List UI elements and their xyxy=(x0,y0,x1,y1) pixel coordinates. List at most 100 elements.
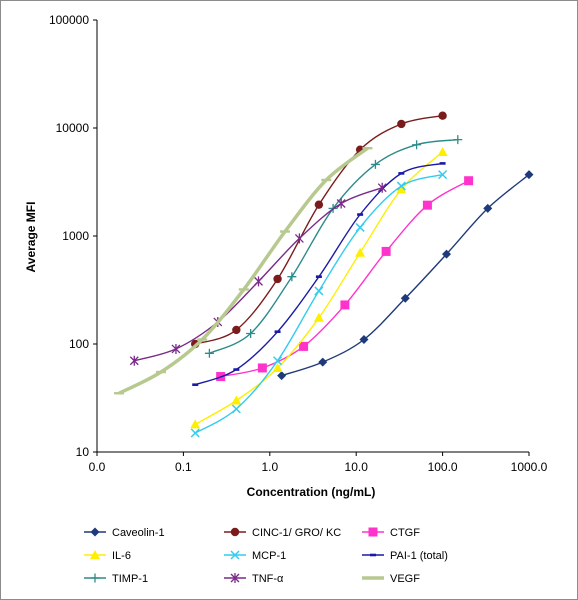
legend: Caveolin-1 CINC-1/ GRO/ KC CTGF IL-6 MCP-1 PA… xyxy=(84,527,448,585)
data-point-timp-1 xyxy=(412,140,422,150)
data-point-pai-1-total xyxy=(315,275,322,278)
data-point-ctgf xyxy=(299,341,309,351)
legend-label: Caveolin-1 xyxy=(112,527,165,539)
data-point-mcp-1 xyxy=(190,428,200,438)
x-tick-labels: 0.0 0.1 1.0 10.0 100.0 1000.0 xyxy=(89,460,548,474)
data-point-timp-1 xyxy=(246,329,256,339)
series-layer xyxy=(114,111,534,438)
data-point-caveolin-1 xyxy=(400,293,410,303)
data-point-tnf xyxy=(254,276,263,287)
legend-label: TIMP-1 xyxy=(112,573,148,585)
data-point-ctgf xyxy=(340,300,350,310)
legend-label: CINC-1/ GRO/ KC xyxy=(252,527,341,539)
data-point-il-6 xyxy=(355,247,366,257)
data-point-tnf xyxy=(171,343,181,354)
data-point-timp-1 xyxy=(370,159,380,169)
x-tick-label: 10.0 xyxy=(345,460,369,474)
data-point-vegf xyxy=(280,230,291,233)
data-point-il-6 xyxy=(190,419,201,429)
legend-item-caveolin-1: Caveolin-1 xyxy=(84,527,165,539)
series-cinc-1-gro-kc xyxy=(191,111,447,349)
x-tick-label: 1.0 xyxy=(261,460,278,474)
x-tick-label: 100.0 xyxy=(428,460,458,474)
axes xyxy=(93,19,530,456)
data-point-mcp-1 xyxy=(396,181,406,191)
data-point-ctgf xyxy=(422,200,432,210)
y-axis-title: Average MFI xyxy=(24,202,38,273)
y-tick-label: 100000 xyxy=(49,13,89,27)
data-point-mcp-1 xyxy=(273,356,283,366)
data-point-il-6 xyxy=(396,184,407,194)
data-point-il-6 xyxy=(272,362,283,372)
series-caveolin-1 xyxy=(277,170,534,381)
legend-marker xyxy=(90,573,100,583)
series-line-pai-1-total xyxy=(194,162,443,386)
data-point-il-6 xyxy=(231,395,242,405)
data-point-vegf xyxy=(362,147,373,150)
legend-item-mcp-1: MCP-1 xyxy=(224,550,286,562)
legend-label: VEGF xyxy=(390,573,420,585)
legend-label: TNF-α xyxy=(252,573,284,585)
data-point-pai-1-total xyxy=(233,368,240,371)
legend-item-ctgf: CTGF xyxy=(362,527,420,539)
y-tick-label: 1000 xyxy=(62,229,89,243)
data-point-caveolin-1 xyxy=(442,249,452,259)
legend-item-cinc-1-gro-kc: CINC-1/ GRO/ KC xyxy=(224,527,341,539)
data-point-tnf xyxy=(294,233,304,244)
series-line-tnf xyxy=(134,187,383,362)
data-point-cinc-1-gro-kc xyxy=(438,111,447,120)
data-point-timp-1 xyxy=(453,135,463,145)
data-point-ctgf xyxy=(257,363,267,373)
x-tick-label: 1000.0 xyxy=(511,460,548,474)
data-point-pai-1-total xyxy=(274,330,281,333)
legend-item-vegf: VEGF xyxy=(362,573,420,585)
data-point-pai-1-total xyxy=(357,213,364,216)
legend-label: IL-6 xyxy=(112,550,131,562)
legend-marker xyxy=(230,573,240,583)
data-point-il-6 xyxy=(313,312,324,322)
data-point-vegf xyxy=(155,370,166,374)
y-tick-labels: 10 100 1000 10000 100000 xyxy=(49,13,89,459)
legend-label: CTGF xyxy=(390,527,420,539)
data-point-pai-1-total xyxy=(398,172,405,175)
y-tick-label: 10000 xyxy=(56,121,90,135)
series-il-6 xyxy=(190,146,448,429)
legend-marker xyxy=(90,550,100,559)
data-point-caveolin-1 xyxy=(359,335,369,345)
data-point-mcp-1 xyxy=(355,222,365,232)
data-point-caveolin-1 xyxy=(524,170,534,180)
data-point-timp-1 xyxy=(204,348,214,358)
legend-label: MCP-1 xyxy=(252,550,286,562)
legend-marker xyxy=(230,527,240,537)
x-axis-title: Concentration (ng/mL) xyxy=(247,485,376,499)
legend-item-il-6: IL-6 xyxy=(84,550,131,562)
data-point-vegf xyxy=(238,288,249,291)
data-point-pai-1-total xyxy=(439,162,446,165)
data-point-tnf xyxy=(336,198,346,209)
data-point-caveolin-1 xyxy=(483,203,493,213)
legend-marker xyxy=(230,550,240,560)
y-tick-label: 10 xyxy=(76,445,90,459)
legend-marker xyxy=(370,553,376,557)
legend-label: PAI-1 (total) xyxy=(390,550,448,562)
series-mcp-1 xyxy=(190,170,448,438)
legend-item-pai-1-total: PAI-1 (total) xyxy=(362,550,448,562)
data-point-mcp-1 xyxy=(231,404,241,414)
legend-item-tnf: TNF-α xyxy=(224,573,284,585)
series-pai-1-total xyxy=(192,162,446,386)
data-point-tnf xyxy=(377,182,387,193)
data-point-pai-1-total xyxy=(192,383,199,386)
data-point-timp-1 xyxy=(287,272,297,282)
y-tick-label: 100 xyxy=(69,337,89,351)
data-point-vegf xyxy=(321,178,332,182)
data-point-mcp-1 xyxy=(314,286,324,296)
data-point-cinc-1-gro-kc xyxy=(397,119,406,129)
data-point-cinc-1-gro-kc xyxy=(273,274,282,284)
legend-marker xyxy=(368,527,378,537)
x-tick-label: 0.0 xyxy=(89,460,106,474)
data-point-cinc-1-gro-kc xyxy=(232,325,241,335)
legend-marker xyxy=(90,527,100,537)
data-point-vegf xyxy=(114,392,125,395)
